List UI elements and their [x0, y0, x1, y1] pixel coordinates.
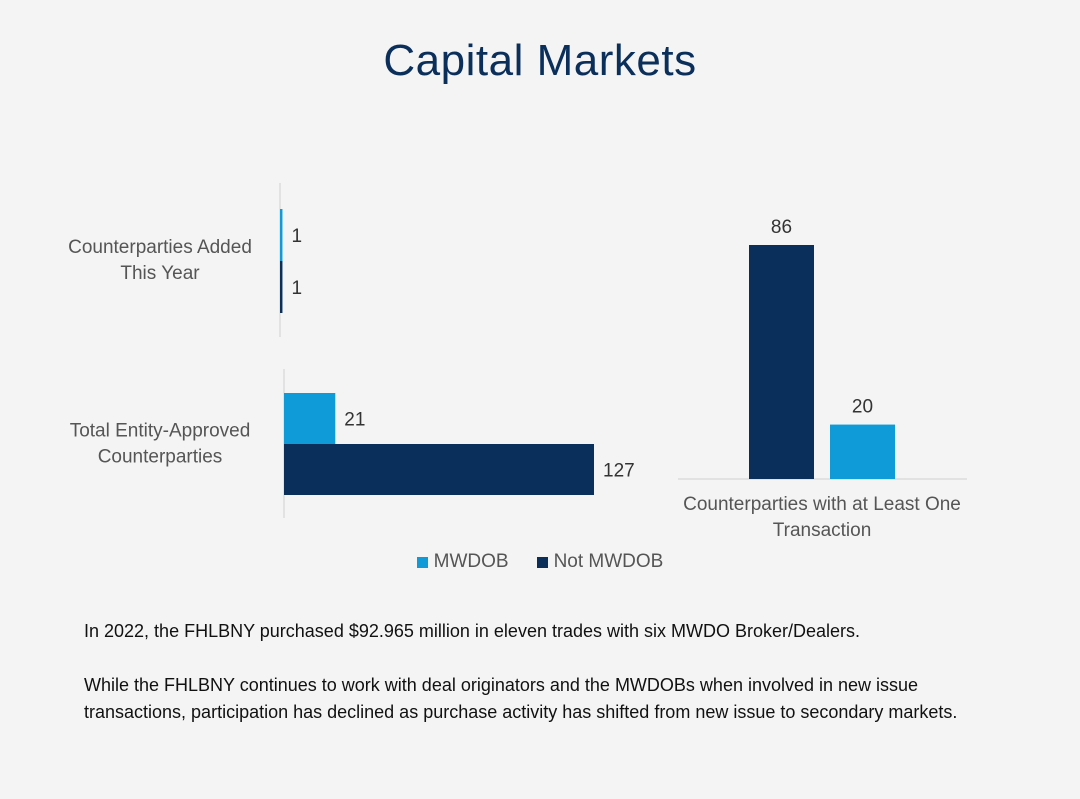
bar [280, 261, 283, 313]
legend-item-not-mwdob: Not MWDOB [536, 551, 664, 573]
chart-area: Counterparties Added This Year 1 1 Total Ent… [68, 183, 967, 541]
notes: In 2022, the FHLBNY purchased $92.965 mi… [84, 618, 1014, 726]
bar [284, 444, 594, 495]
data-label: 20 [852, 397, 873, 418]
category-label: Total Entity-Approved Counterparties [70, 421, 251, 468]
legend-swatch-not-mwdob [536, 556, 548, 568]
legend-label-not-mwdob: Not MWDOB [553, 551, 664, 572]
legend-label-mwdob: MWDOB [433, 551, 509, 572]
note-paragraph: In 2022, the FHLBNY purchased $92.965 mi… [84, 621, 861, 641]
data-label: 21 [344, 410, 365, 431]
category-label: Counterparties with at Least One Transact… [683, 494, 961, 541]
legend-item-mwdob: MWDOB [416, 551, 509, 573]
data-label: 127 [603, 461, 635, 482]
bar [284, 393, 336, 444]
chart-legend: MWDOB Not MWDOB [0, 551, 1080, 573]
data-label: 1 [291, 226, 302, 247]
page-title: Capital Markets [383, 36, 697, 85]
note-paragraph: While the FHLBNY continues to work with … [84, 675, 958, 722]
data-label: 1 [291, 278, 302, 299]
bar [280, 209, 283, 261]
legend-swatch-mwdob [416, 556, 428, 568]
category-label: Counterparties Added This Year [68, 237, 252, 284]
data-label: 86 [771, 217, 792, 238]
bar [830, 424, 895, 479]
bar [749, 245, 814, 479]
